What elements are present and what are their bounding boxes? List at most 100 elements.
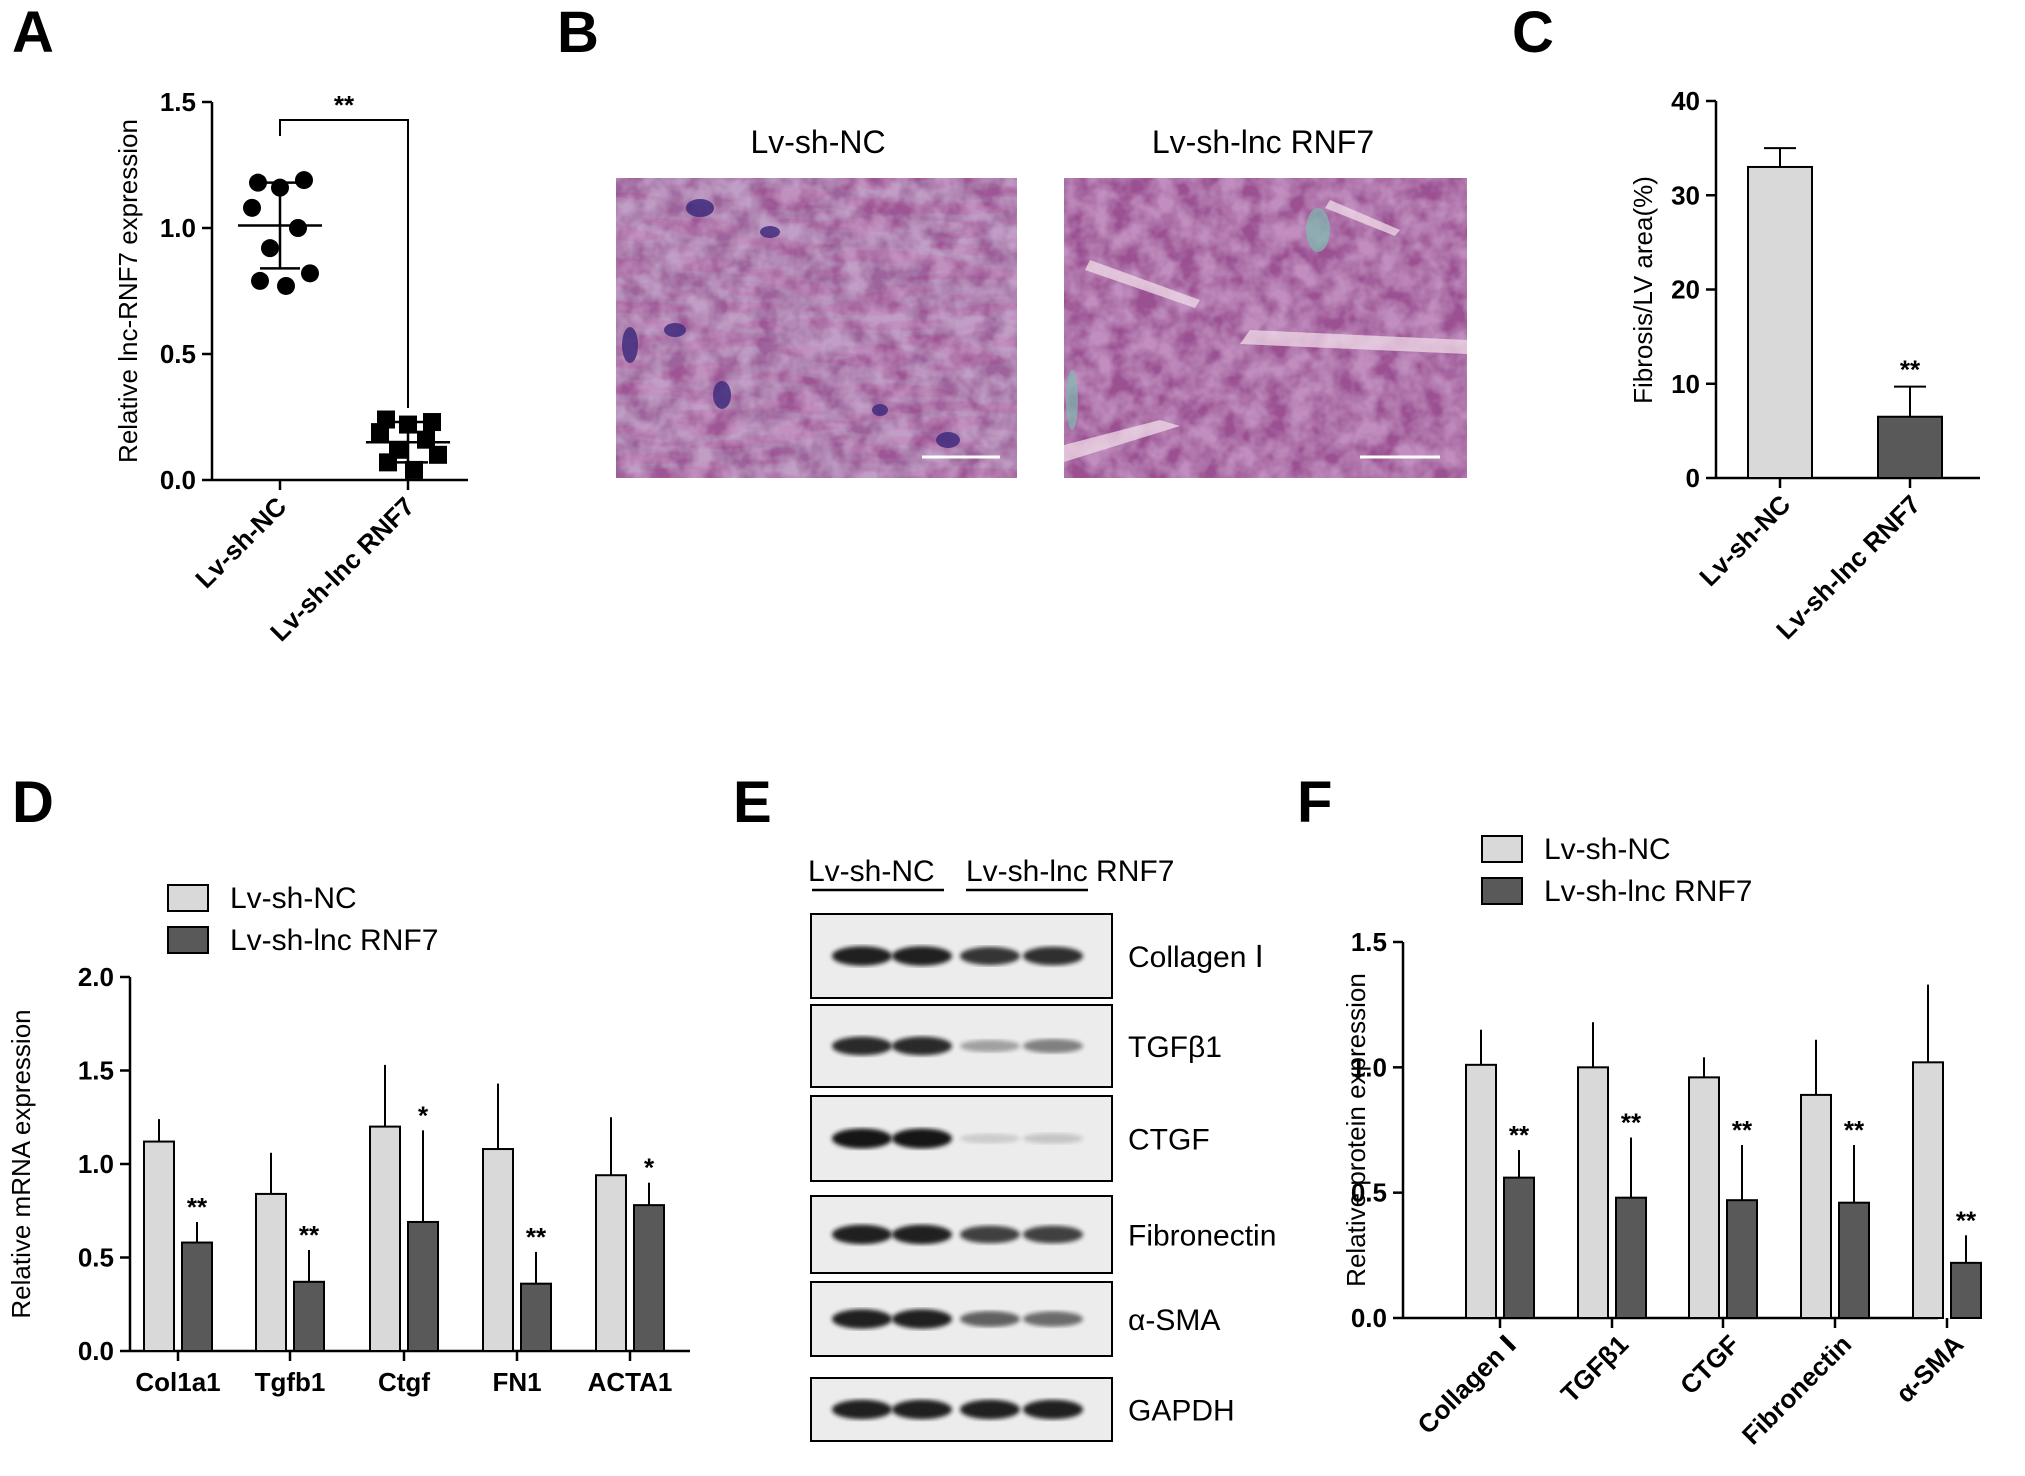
d-y-tick-label: 2.0 — [78, 962, 114, 992]
e-protein-label: TGFβ1 — [1128, 1031, 1222, 1064]
e-band — [960, 946, 1020, 966]
c-y-tick-label: 40 — [1671, 86, 1700, 116]
c-y-tick-label: 10 — [1671, 369, 1700, 399]
f-x-tick-label: Fibronectin — [1736, 1329, 1857, 1450]
d-bar — [181, 1241, 213, 1353]
d-bar — [595, 1174, 627, 1352]
e-band — [960, 1039, 1020, 1053]
d-bar — [407, 1220, 439, 1352]
e-band — [832, 1224, 892, 1245]
a-point-nc — [289, 219, 307, 237]
a-point-nc — [251, 271, 269, 290]
e-band — [1023, 1399, 1083, 1420]
e-protein-label: CTGF — [1128, 1124, 1210, 1157]
panel-d-grouped-bar-chart: 0.0 0.5 1.0 1.5 2.0 Relative mRNA expression L… — [6, 882, 690, 1397]
a-significance-bracket — [279, 119, 409, 408]
d-y-tick-label: 1.5 — [78, 1056, 114, 1086]
f-y-tick-label: 0.0 — [1351, 1303, 1387, 1333]
panel-label-d: D — [12, 770, 54, 835]
f-x-tick-label: α-SMA — [1890, 1329, 1970, 1409]
a-point-sh — [405, 460, 423, 479]
f-bar — [1912, 1061, 1944, 1319]
d-x-tick-label: Ctgf — [378, 1367, 430, 1397]
c-x-tick-label: Lv-sh-NC — [1693, 489, 1796, 592]
f-bar — [1577, 1066, 1609, 1320]
a-y-axis-label: Relative lnc-RNF7 expression — [113, 119, 143, 463]
e-band — [960, 1133, 1020, 1144]
e-band — [1023, 1225, 1083, 1244]
f-y-tick-label: 1.0 — [1351, 1052, 1387, 1082]
f-x-tick-label: Collagen Ⅰ — [1411, 1329, 1522, 1440]
e-band — [832, 1399, 892, 1420]
d-bar — [255, 1192, 287, 1353]
e-band — [892, 1128, 952, 1149]
a-y-tick-label: 0.5 — [160, 339, 196, 369]
f-significance-stars: ** — [1732, 1115, 1753, 1145]
f-x-tick-label: CTGF — [1674, 1329, 1745, 1400]
e-protein-label: Fibronectin — [1128, 1220, 1276, 1253]
d-x-tick-label: Col1a1 — [135, 1367, 220, 1397]
e-band — [892, 1309, 952, 1329]
f-bar — [1465, 1063, 1497, 1319]
c-y-tick-label: 0 — [1686, 463, 1700, 493]
d-bar — [482, 1148, 514, 1353]
e-band — [832, 1128, 892, 1149]
d-legend-swatch — [167, 926, 209, 954]
d-x-tick-label: ACTA1 — [588, 1367, 673, 1397]
a-point-nc — [243, 198, 261, 217]
d-y-tick-label: 0.0 — [78, 1336, 114, 1366]
e-band — [892, 1224, 952, 1245]
f-significance-stars: ** — [1956, 1205, 1977, 1235]
f-significance-stars: ** — [1509, 1120, 1530, 1150]
d-x-tick-label: FN1 — [492, 1367, 541, 1397]
c-y-tick-label: 30 — [1671, 180, 1700, 210]
e-band — [1023, 946, 1083, 966]
e-band — [832, 946, 892, 966]
d-bar — [293, 1280, 325, 1353]
e-protein-label: α-SMA — [1128, 1304, 1220, 1337]
f-bar — [1503, 1176, 1535, 1320]
a-point-nc — [261, 239, 279, 258]
a-significance-stars: ** — [334, 90, 355, 120]
a-point-sh — [423, 413, 441, 432]
f-legend-label: Lv-sh-lnc RNF7 — [1544, 875, 1752, 908]
e-band — [892, 1036, 952, 1056]
panel-label-f: F — [1297, 770, 1332, 835]
panel-label-e: E — [733, 770, 772, 835]
panel-label-b: B — [557, 0, 599, 65]
e-band — [1023, 1311, 1083, 1327]
c-bar — [1877, 415, 1943, 479]
d-x-tick-label: Tgfb1 — [255, 1367, 326, 1397]
d-bar — [143, 1140, 175, 1353]
c-significance-stars: ** — [1900, 355, 1921, 385]
d-significance-stars: * — [418, 1100, 429, 1130]
e-band — [960, 1311, 1020, 1327]
panel-f-grouped-bar-chart: 0.0 0.5 1.0 1.5 Relative protein expression L… — [1341, 833, 1982, 1450]
e-group-label-sh: Lv-sh-lnc RNF7 — [966, 855, 1174, 888]
e-band — [1023, 1039, 1083, 1053]
d-legend-swatch — [167, 884, 209, 912]
e-band — [1023, 1133, 1083, 1144]
f-y-tick-label: 1.5 — [1351, 927, 1387, 957]
a-point-nc — [295, 171, 313, 190]
f-bar — [1726, 1199, 1758, 1319]
f-bar — [1688, 1076, 1720, 1319]
d-significance-stars: ** — [526, 1222, 547, 1252]
e-band — [892, 946, 952, 966]
d-significance-stars: ** — [187, 1192, 208, 1222]
f-legend-swatch — [1481, 835, 1523, 863]
a-y-tick-label: 1.0 — [160, 213, 196, 243]
histology-image-nc — [616, 178, 1017, 478]
a-point-sh — [429, 445, 447, 464]
histology-title-nc: Lv-sh-NC — [750, 124, 885, 160]
e-band — [832, 1036, 892, 1056]
panel-label-a: A — [12, 0, 54, 65]
d-legend-label: Lv-sh-lnc RNF7 — [230, 924, 438, 957]
f-legend-swatch — [1481, 877, 1523, 905]
f-significance-stars: ** — [1844, 1115, 1865, 1145]
f-significance-stars: ** — [1621, 1108, 1642, 1138]
panel-e-western-blot: Lv-sh-NC Lv-sh-lnc RNF7 Collagen Ⅰ TGFβ1 CTG… — [808, 855, 1276, 1442]
a-y-tick-label: 1.5 — [160, 87, 196, 117]
e-band — [832, 1309, 892, 1329]
